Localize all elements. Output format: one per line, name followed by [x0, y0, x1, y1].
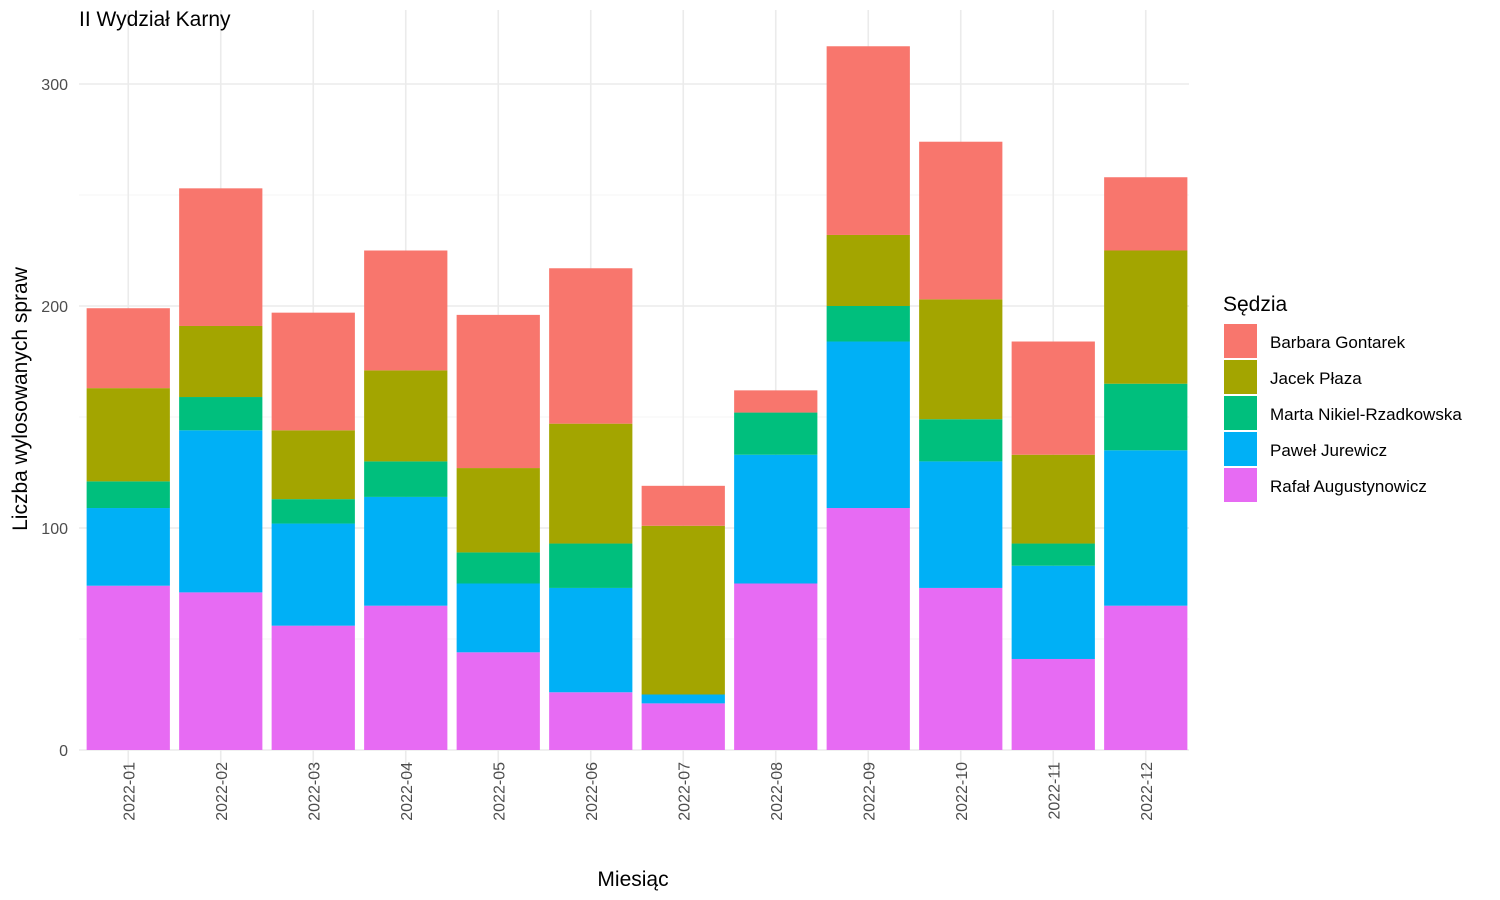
bar-segment — [86, 508, 170, 586]
x-tick-label: 2022-03 — [306, 762, 323, 821]
bar-segment — [456, 652, 540, 750]
x-tick-label: 2022-04 — [399, 762, 416, 821]
bar-segment — [1011, 454, 1095, 544]
bar-segment — [919, 587, 1003, 750]
x-tick-label: 2022-08 — [769, 762, 786, 821]
bar-segment — [734, 390, 818, 413]
bar-segment — [549, 268, 633, 424]
bar-segment — [364, 605, 448, 750]
bar-segment — [919, 461, 1003, 588]
bar-segment — [549, 587, 633, 693]
bar-segment — [826, 508, 910, 750]
legend-label: Barbara Gontarek — [1270, 333, 1406, 352]
y-tick-label: 100 — [41, 521, 68, 538]
bar-segment — [919, 141, 1003, 300]
bar-segment — [86, 308, 170, 389]
bar-segment — [271, 312, 355, 431]
bar-segment — [826, 341, 910, 509]
bar-segment — [1011, 341, 1095, 455]
bar-segment — [641, 694, 725, 704]
bar-segment — [271, 625, 355, 750]
bar-segment — [734, 583, 818, 750]
bar-segment — [919, 299, 1003, 420]
bar-segment — [549, 543, 633, 588]
legend-label: Jacek Płaza — [1270, 369, 1362, 388]
y-axis-ticks: 0 100 200 300 — [41, 77, 68, 760]
bar-segment — [1011, 565, 1095, 659]
legend-swatch — [1224, 396, 1257, 430]
bar-segment — [364, 496, 448, 606]
bars — [86, 46, 1188, 750]
bar-segment — [271, 430, 355, 500]
bar-segment — [364, 250, 448, 371]
x-axis-title: Miesiąc — [597, 868, 668, 891]
bar-segment — [456, 583, 540, 653]
bar-segment — [1011, 658, 1095, 750]
bar-segment — [919, 419, 1003, 462]
bar-segment — [549, 423, 633, 544]
y-tick-label: 300 — [41, 77, 68, 94]
y-axis-title: Liczba wylosowanych spraw — [9, 266, 32, 531]
bar-segment — [641, 525, 725, 695]
bar-segment — [734, 412, 818, 455]
bar-segment — [271, 523, 355, 626]
y-tick-label: 0 — [59, 743, 68, 760]
y-tick-label: 200 — [41, 299, 68, 316]
bar-segment — [86, 481, 170, 509]
bar-segment — [1011, 543, 1095, 566]
legend-swatch — [1224, 468, 1257, 502]
bar-segment — [456, 552, 540, 584]
bar-segment — [179, 592, 263, 750]
bar-segment — [826, 306, 910, 342]
legend-label: Paweł Jurewicz — [1270, 441, 1387, 460]
bar-segment — [364, 370, 448, 462]
legend-label: Rafał Augustynowicz — [1270, 477, 1427, 496]
x-tick-label: 2022-01 — [121, 762, 138, 821]
bar-segment — [641, 703, 725, 750]
bar-segment — [86, 388, 170, 482]
legend-swatch — [1224, 324, 1257, 358]
bar-segment — [364, 461, 448, 497]
x-tick-label: 2022-11 — [1046, 762, 1063, 820]
bar-segment — [456, 468, 540, 553]
x-axis-ticks: 2022-01 2022-02 2022-03 2022-04 2022-05 2022-… — [121, 762, 1156, 821]
x-tick-label: 2022-05 — [491, 762, 508, 821]
bar-segment — [1104, 250, 1188, 384]
chart-title: II Wydział Karny — [79, 8, 231, 31]
bar-segment — [826, 234, 910, 306]
x-tick-label: 2022-10 — [954, 762, 971, 821]
legend-label: Marta Nikiel-Rzadkowska — [1270, 405, 1462, 424]
bar-segment — [1104, 605, 1188, 750]
x-tick-label: 2022-09 — [861, 762, 878, 821]
bar-segment — [179, 430, 263, 593]
legend-swatch — [1224, 432, 1257, 466]
bar-segment — [271, 499, 355, 524]
bar-segment — [179, 188, 263, 326]
x-tick-label: 2022-06 — [584, 762, 601, 821]
legend: Sędzia Barbara Gontarek Jacek Płaza Marta … — [1223, 293, 1462, 502]
x-tick-label: 2022-02 — [214, 762, 231, 821]
bar-segment — [826, 46, 910, 235]
x-tick-label: 2022-12 — [1139, 762, 1156, 821]
bar-segment — [456, 314, 540, 469]
legend-title: Sędzia — [1223, 293, 1288, 316]
bar-segment — [734, 454, 818, 584]
bar-segment — [179, 325, 263, 398]
bar-segment — [641, 485, 725, 526]
legend-swatch — [1224, 360, 1257, 394]
x-tick-label: 2022-07 — [676, 762, 693, 821]
bar-segment — [86, 585, 170, 750]
bar-segment — [1104, 177, 1188, 251]
bar-segment — [549, 692, 633, 750]
bar-segment — [179, 397, 263, 431]
bar-segment — [1104, 383, 1188, 451]
bar-segment — [1104, 450, 1188, 606]
